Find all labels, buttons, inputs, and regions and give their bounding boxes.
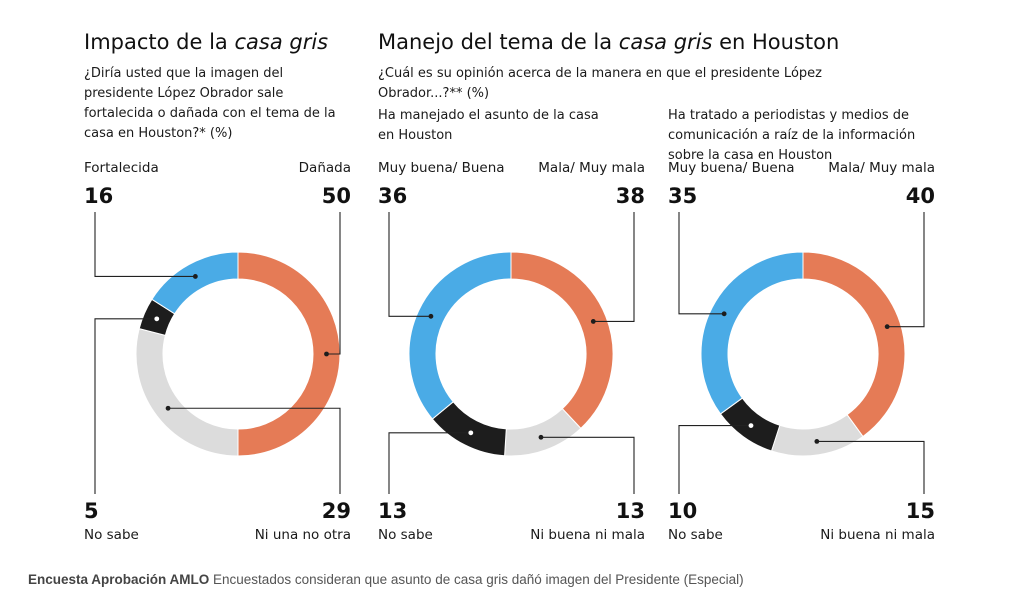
chart-1-left-top-value: 16 — [84, 184, 113, 208]
chart-2-right-bottom-leader-dot — [538, 434, 544, 440]
chart-2-left-top-leader-dot — [428, 313, 434, 319]
chart-3-right-bottom-value: 15 — [906, 499, 935, 523]
chart-1-left-top-leader-dot — [192, 274, 198, 279]
chart-2-right-top-leader-dot — [590, 319, 596, 324]
right-title-part-3: en Houston — [712, 30, 839, 54]
right-title-part-1: Manejo del tema de la — [378, 30, 619, 54]
left-question: ¿Diría usted que la imagen del president… — [84, 66, 336, 141]
chart-3-left-top-value: 35 — [668, 184, 697, 208]
chart-1-left-bottom-leader-dot — [154, 316, 160, 322]
chart-1-left-top-label: Fortalecida — [84, 160, 159, 176]
chart-3-right-top-value: 40 — [906, 184, 935, 208]
donut-charts-svg: Impacto de la casa gris Manejo del tema … — [84, 30, 935, 543]
caption-text: Encuestados consideran que asunto de cas… — [209, 572, 744, 587]
chart-2-left-top-leader-line — [388, 212, 431, 317]
chart-3-right-top-label: Mala/ Muy mala — [828, 160, 935, 176]
chart-1-left-bottom-value: 5 — [84, 499, 99, 523]
chart-1-right-top-leader-line — [326, 212, 341, 355]
chart-1-right-bottom-value: 29 — [322, 499, 351, 523]
chart-2-left-top-value: 36 — [378, 184, 407, 208]
right-question-line-1: ¿Cuál es su opinión acerca de la manera … — [378, 66, 822, 81]
chart-2-subtitle-line-1: Ha manejado el asunto de la casa — [378, 108, 599, 123]
right-question: ¿Cuál es su opinión acerca de la manera … — [378, 66, 822, 101]
chart-2-left-top-label: Muy buena/ Buena — [378, 160, 505, 176]
chart-3-right-top-leader-dot — [884, 324, 890, 330]
chart-3-left-bottom-value: 10 — [668, 499, 697, 523]
left-question-line-4: casa en Houston?* (%) — [84, 126, 232, 141]
chart-2-left-bottom-value: 13 — [378, 499, 407, 523]
chart-3-slice-1 — [802, 251, 906, 438]
left-title-italic: casa gris — [234, 30, 328, 54]
chart-1-left-bottom-leader-line — [94, 318, 157, 494]
chart-1-left-top-leader-line — [94, 212, 196, 277]
chart-2-slice-1 — [510, 251, 614, 430]
chart-2-right-bottom-label: Ni buena ni mala — [530, 527, 645, 543]
chart-1-right-bottom-label: Ni una no otra — [255, 527, 351, 543]
chart-area: Impacto de la casa gris Manejo del tema … — [84, 30, 935, 543]
chart-1-right-bottom-leader-line — [168, 407, 341, 494]
right-question-line-2: Obrador...?** (%) — [378, 86, 489, 101]
chart-2-slice-2 — [504, 407, 582, 457]
left-question-line-1: ¿Diría usted que la imagen del — [84, 66, 283, 81]
chart-2-right-top-label: Mala/ Muy mala — [538, 160, 645, 176]
left-question-line-3: fortalecida o dañada con el tema de la — [84, 106, 336, 121]
chart-1-right-top-leader-dot — [324, 351, 329, 357]
chart-1-right-top-label: Dañada — [299, 160, 351, 176]
chart-3-left-top-leader-line — [678, 212, 725, 315]
photo-caption: Encuesta Aprobación AMLO Encuestados con… — [28, 572, 744, 587]
chart-2-right-top-value: 38 — [616, 184, 645, 208]
chart-3-left-top-label: Muy buena/ Buena — [668, 160, 795, 176]
chart-2-left-bottom-leader-dot — [468, 430, 474, 436]
chart-2-right-top-leader-line — [593, 212, 635, 322]
chart-2-right-bottom-leader-line — [540, 436, 635, 494]
right-title: Manejo del tema de la casa gris en Houst… — [378, 30, 839, 54]
left-title: Impacto de la casa gris — [84, 30, 328, 54]
chart-1-right-top-value: 50 — [322, 184, 351, 208]
right-title-italic: casa gris — [619, 30, 713, 54]
chart-3-left-top-leader-dot — [721, 311, 727, 317]
chart-1-slice-4 — [151, 251, 239, 315]
chart-3-left-bottom-label: No sabe — [668, 527, 723, 543]
chart-2-right-bottom-value: 13 — [616, 499, 645, 523]
chart-3-slice-2 — [770, 413, 864, 457]
chart-3-left-bottom-leader-line — [678, 425, 751, 494]
chart-2-left-bottom-label: No sabe — [378, 527, 433, 543]
chart-2-slice-4 — [408, 251, 512, 420]
chart-1-slice-1 — [237, 251, 341, 457]
chart-2-subtitle-line-2: en Houston — [378, 128, 452, 143]
chart-3-subtitle-line-1: Ha tratado a periodistas y medios de — [668, 108, 909, 123]
chart-1-slice-2 — [135, 328, 239, 457]
chart-3-right-bottom-label: Ni buena ni mala — [820, 527, 935, 543]
chart-1-left-bottom-label: No sabe — [84, 527, 139, 543]
chart-3-subtitle-line-2: comunicación a raíz de la información — [668, 128, 915, 143]
chart-1-right-bottom-leader-dot — [165, 405, 171, 411]
chart-3-slice-4 — [700, 251, 804, 415]
left-title-part-1: Impacto de la — [84, 30, 234, 54]
chart-3-right-top-leader-line — [887, 212, 925, 328]
chart-3-right-bottom-leader-line — [816, 440, 925, 494]
chart-3-right-bottom-leader-dot — [814, 439, 820, 444]
chart-2-left-bottom-leader-line — [388, 432, 471, 494]
chart-3-subtitle-line-3: sobre la casa en Houston — [668, 148, 832, 163]
chart-3-left-bottom-leader-dot — [748, 423, 754, 428]
left-question-line-2: presidente López Obrador sale — [84, 86, 283, 101]
caption-bold: Encuesta Aprobación AMLO — [28, 572, 210, 587]
donuts-group: Fortalecida 16 Dañada 50 No sabe 5 Ni una no o… — [84, 108, 935, 543]
